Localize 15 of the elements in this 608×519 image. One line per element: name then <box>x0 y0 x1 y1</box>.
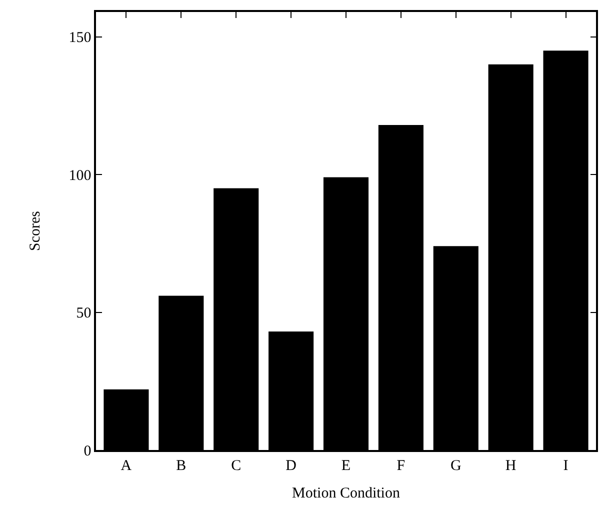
y-tick-label: 50 <box>76 306 92 322</box>
x-tick-label: F <box>396 458 406 474</box>
y-tick-label: 0 <box>84 443 92 460</box>
y-tick-label: 150 <box>68 30 92 46</box>
x-tick-label: E <box>341 458 351 474</box>
x-tick-label: B <box>176 458 186 474</box>
y-axis-title: Scores <box>28 210 44 251</box>
x-axis-title: Motion Condition <box>292 485 400 502</box>
x-tick-label: A <box>120 458 132 474</box>
x-tick-label: D <box>286 458 297 474</box>
x-tick-label: C <box>231 458 242 474</box>
x-tick-label: H <box>505 458 516 474</box>
x-tick-label: I <box>563 458 568 474</box>
x-tick-label: G <box>450 458 462 474</box>
y-tick-label: 100 <box>68 168 92 184</box>
